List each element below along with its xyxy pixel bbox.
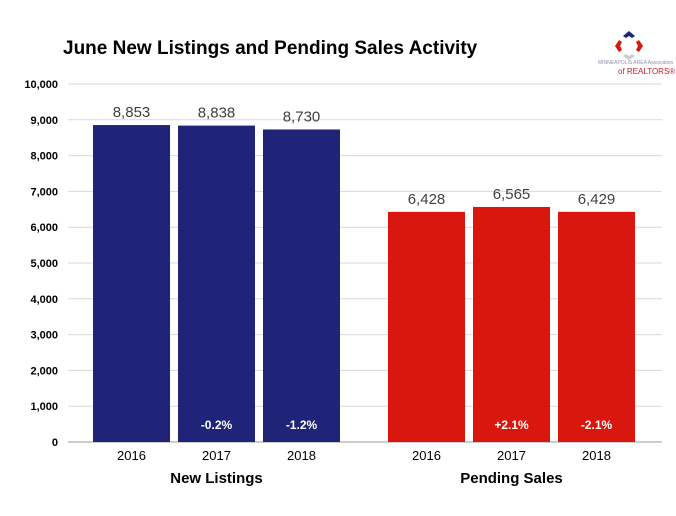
bar (388, 211, 465, 442)
x-tick-label: 2018 (287, 448, 316, 463)
logo-text: of REALTORS® (618, 67, 676, 76)
y-tick-label: 3,000 (30, 330, 58, 342)
bar (93, 125, 170, 443)
y-tick-label: 4,000 (30, 294, 58, 306)
bar (263, 129, 340, 442)
y-tick-label: 2,000 (30, 365, 58, 377)
y-tick-label: 9,000 (30, 115, 58, 127)
data-label: 8,730 (283, 108, 321, 125)
y-tick-label: 10,000 (24, 79, 58, 91)
data-label: 6,565 (493, 186, 531, 203)
y-tick-label: 6,000 (30, 222, 58, 234)
y-tick-label: 0 (52, 437, 58, 449)
data-label: 8,838 (198, 105, 236, 122)
group-label: New Listings (170, 470, 263, 487)
x-tick-label: 2016 (412, 448, 441, 463)
data-label: 6,428 (408, 191, 446, 208)
logo-mark-icon (615, 31, 643, 60)
group-label: Pending Sales (460, 470, 563, 487)
y-tick-label: 1,000 (30, 401, 58, 413)
y-tick-label: 8,000 (30, 151, 58, 163)
bar (473, 206, 550, 442)
x-tick-label: 2017 (497, 448, 526, 463)
change-label: -2.1% (581, 418, 613, 432)
logo: MINNEAPOLIS AREA Association of REALTORS… (598, 30, 676, 80)
x-tick-label: 2018 (582, 448, 611, 463)
bar (178, 125, 255, 442)
data-label: 8,853 (113, 104, 151, 121)
logo-text: MINNEAPOLIS AREA Association (598, 60, 674, 66)
x-tick-label: 2016 (117, 448, 146, 463)
change-label: +2.1% (494, 418, 529, 432)
y-tick-label: 7,000 (30, 186, 58, 198)
data-label: 6,429 (578, 191, 616, 208)
change-label: -1.2% (286, 418, 318, 432)
change-label: -0.2% (201, 418, 233, 432)
x-tick-label: 2017 (202, 448, 231, 463)
bar (558, 211, 635, 442)
chart-title: June New Listings and Pending Sales Acti… (63, 38, 478, 59)
y-tick-label: 5,000 (30, 258, 58, 270)
